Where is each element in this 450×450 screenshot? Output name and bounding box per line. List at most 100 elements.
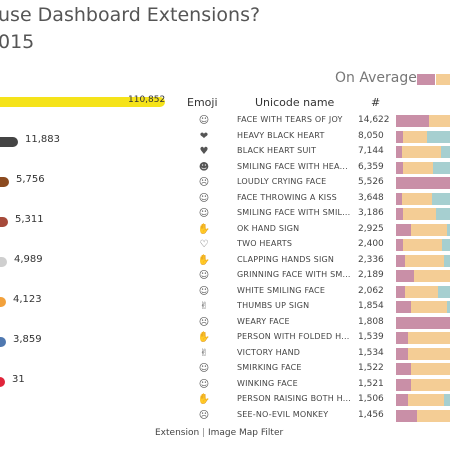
see-no-evil-monkey-icon: ☹ bbox=[198, 409, 210, 421]
smirking-face-icon: ☺ bbox=[198, 363, 210, 374]
table-row[interactable]: ☺ FACE WITH TEARS OF JOY 14,622 bbox=[190, 113, 450, 129]
two-hearts-icon: ♡ bbox=[199, 239, 209, 250]
platform-bar[interactable] bbox=[0, 297, 6, 307]
platform-bar[interactable] bbox=[0, 377, 5, 387]
mix-segment-orange bbox=[403, 208, 436, 220]
count-cell: 2,189 bbox=[358, 270, 384, 280]
mix-segment-pink bbox=[396, 208, 403, 220]
platform-mix-bar[interactable] bbox=[396, 270, 450, 282]
platform-mix-bar[interactable] bbox=[396, 130, 450, 143]
count-cell: 1,521 bbox=[358, 378, 384, 389]
table-row[interactable]: ♡ TWO HEARTS 2,400 bbox=[190, 237, 450, 253]
dashboard-title: use Dashboard Extensions? 015 bbox=[0, 2, 260, 56]
platform-bar[interactable] bbox=[0, 177, 9, 187]
platform-mix-bar[interactable] bbox=[396, 161, 450, 174]
unicode-name-cell: SEE-NO-EVIL MONKEY bbox=[237, 409, 329, 419]
mix-segment-orange bbox=[402, 146, 441, 158]
table-row[interactable]: ☺ WINKING FACE 1,521 bbox=[190, 377, 450, 393]
mix-segment-orange bbox=[414, 270, 450, 282]
table-row[interactable]: ✌ THUMBS UP SIGN 1,854 bbox=[190, 299, 450, 315]
on-average-label: On Average bbox=[335, 70, 417, 86]
platform-mix-bar[interactable] bbox=[396, 301, 450, 313]
platform-mix-bar[interactable] bbox=[396, 285, 450, 298]
platform-bar[interactable] bbox=[0, 217, 8, 227]
table-row[interactable]: ☹ SEE-NO-EVIL MONKEY 1,456 bbox=[190, 408, 450, 424]
mix-segment-pink bbox=[396, 192, 402, 205]
platform-mix-bar[interactable] bbox=[396, 394, 450, 406]
count-cell: 2,925 bbox=[358, 223, 384, 234]
mix-segment-pink bbox=[396, 270, 414, 282]
platform-mix-bar[interactable] bbox=[396, 115, 450, 127]
platform-mix-bar[interactable] bbox=[396, 347, 450, 360]
platform-mix-bar[interactable] bbox=[396, 192, 450, 205]
platform-mix-bar[interactable] bbox=[396, 316, 450, 329]
mix-segment-pink bbox=[396, 223, 411, 236]
unicode-name-cell: PERSON RAISING BOTH H... bbox=[237, 394, 351, 403]
table-row[interactable]: ♥ BLACK HEART SUIT 7,144 bbox=[190, 144, 450, 160]
platform-bar[interactable] bbox=[0, 257, 7, 267]
table-row[interactable]: ✋ PERSON WITH FOLDED H... 1,539 bbox=[190, 330, 450, 346]
mix-segment-orange bbox=[403, 130, 427, 143]
image-map-filter-link[interactable]: Image Map Filter bbox=[207, 428, 284, 438]
platform-mix-bar[interactable] bbox=[396, 332, 450, 344]
platform-bar[interactable] bbox=[0, 337, 6, 347]
platform-mix-bar[interactable] bbox=[396, 239, 450, 251]
mix-segment-orange bbox=[405, 254, 444, 267]
mix-segment-pink bbox=[396, 285, 405, 298]
platform-bar-row[interactable]: 4,989 bbox=[0, 252, 185, 272]
platform-mix-bar[interactable] bbox=[396, 177, 450, 189]
mix-segment-teal bbox=[447, 301, 450, 313]
platform-bar[interactable] bbox=[0, 137, 18, 147]
platform-mix-bar[interactable] bbox=[396, 254, 450, 267]
platform-bar-row[interactable]: 110,852 bbox=[0, 92, 185, 112]
table-row[interactable]: ✋ PERSON RAISING BOTH H... 1,506 bbox=[190, 392, 450, 408]
platform-mix-bar[interactable] bbox=[396, 208, 450, 220]
platform-mix-bar[interactable] bbox=[396, 223, 450, 236]
table-row[interactable]: ☺ FACE THROWING A KISS 3,648 bbox=[190, 191, 450, 207]
table-row[interactable]: ☺ SMILING FACE WITH SMIL... 3,186 bbox=[190, 206, 450, 222]
platform-bar-row[interactable]: 5,311 bbox=[0, 212, 185, 232]
platform-mix-bar[interactable] bbox=[396, 146, 450, 158]
platform-bar-row[interactable]: 3,859 bbox=[0, 332, 185, 352]
mix-segment-teal bbox=[432, 192, 450, 205]
platform-mix-bar[interactable] bbox=[396, 409, 450, 422]
legend-swatch-pink bbox=[417, 74, 435, 85]
table-row[interactable]: ☻ SMILING FACE WITH HEA... 6,359 bbox=[190, 160, 450, 176]
unicode-name-cell: SMILING FACE WITH HEA... bbox=[237, 161, 348, 171]
unicode-name-cell: BLACK HEART SUIT bbox=[237, 146, 317, 155]
platform-bar-row[interactable]: 11,883 bbox=[0, 132, 185, 152]
grinning-face-icon: ☺ bbox=[198, 270, 210, 281]
platform-bar-value: 31 bbox=[12, 374, 25, 385]
count-cell: 5,526 bbox=[358, 177, 384, 187]
mix-segment-orange bbox=[411, 378, 450, 391]
mix-segment-orange bbox=[411, 301, 447, 313]
table-row[interactable]: ☺ SMIRKING FACE 1,522 bbox=[190, 361, 450, 377]
column-header-unicode-name: Unicode name bbox=[255, 96, 335, 109]
table-row[interactable]: ☺ GRINNING FACE WITH SM... 2,189 bbox=[190, 268, 450, 284]
platform-mix-bar[interactable] bbox=[396, 378, 450, 391]
count-cell: 3,648 bbox=[358, 192, 384, 203]
count-cell: 1,534 bbox=[358, 347, 384, 358]
mix-segment-teal bbox=[444, 394, 450, 406]
table-row[interactable]: ☹ LOUDLY CRYING FACE 5,526 bbox=[190, 175, 450, 191]
extension-link[interactable]: Extension bbox=[155, 428, 200, 438]
table-row[interactable]: ✌ VICTORY HAND 1,534 bbox=[190, 346, 450, 362]
table-row[interactable]: ✋ OK HAND SIGN 2,925 bbox=[190, 222, 450, 238]
mix-segment-pink bbox=[396, 161, 403, 174]
platform-bar-row[interactable]: 4,123 bbox=[0, 292, 185, 312]
unicode-name-cell: TWO HEARTS bbox=[237, 239, 293, 248]
unicode-name-cell: FACE THROWING A KISS bbox=[237, 192, 337, 202]
mix-segment-teal bbox=[442, 239, 450, 251]
platform-bar-row[interactable]: 5,756 bbox=[0, 172, 185, 192]
table-row[interactable]: ❤ HEAVY BLACK HEART 8,050 bbox=[190, 129, 450, 145]
mix-segment-teal bbox=[427, 130, 450, 143]
folded-hands-icon: ✋ bbox=[197, 332, 211, 343]
platform-bar[interactable] bbox=[0, 97, 165, 107]
platform-mix-bar[interactable] bbox=[396, 363, 450, 375]
table-row[interactable]: ✋ CLAPPING HANDS SIGN 2,336 bbox=[190, 253, 450, 269]
mix-segment-teal bbox=[433, 161, 450, 174]
table-row[interactable]: ☹ WEARY FACE 1,808 bbox=[190, 315, 450, 331]
unicode-name-cell: WEARY FACE bbox=[237, 316, 290, 326]
platform-bar-row[interactable]: 31 bbox=[0, 372, 185, 392]
table-row[interactable]: ☺ WHITE SMILING FACE 2,062 bbox=[190, 284, 450, 300]
